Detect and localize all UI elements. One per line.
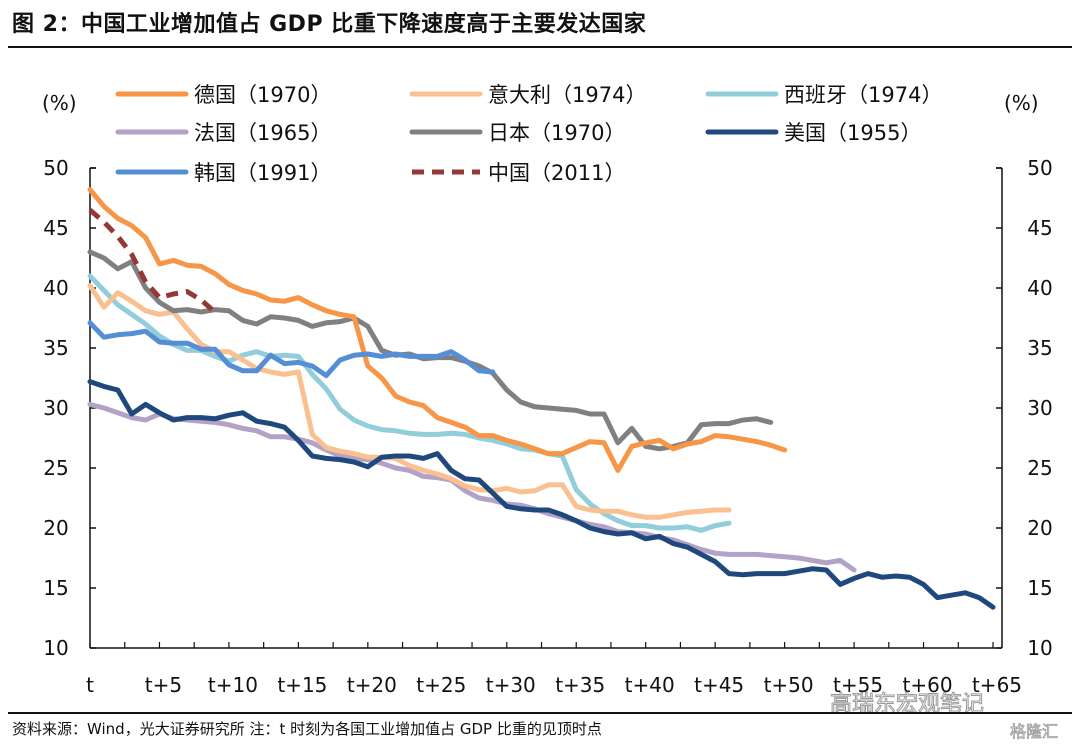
legend-label: 西班牙（1974） — [784, 83, 942, 107]
x-tick-label: t+60 — [903, 673, 953, 697]
y-tick-label-left: 35 — [43, 336, 68, 360]
y-tick-label-left: 40 — [43, 276, 68, 300]
legend-label: 中国（2011） — [488, 161, 625, 185]
series-line-7 — [88, 208, 217, 314]
chart-title: 图 2：中国工业增加值占 GDP 比重下降速度高于主要发达国家 — [12, 12, 647, 37]
y-axis-left-label: (%) — [42, 91, 77, 115]
y-tick-label-right: 40 — [1027, 276, 1052, 300]
y-tick-label-left: 50 — [43, 156, 68, 180]
x-tick-label: t+25 — [416, 673, 466, 697]
y-tick-label-right: 50 — [1027, 156, 1052, 180]
x-tick-label: t+40 — [625, 673, 675, 697]
y-tick-label-right: 45 — [1027, 216, 1052, 240]
gelonghui-watermark: 格隆汇 — [1010, 722, 1059, 742]
x-tick-label: t+5 — [145, 673, 182, 697]
y-tick-label-left: 25 — [43, 456, 68, 480]
source-note: 资料来源：Wind，光大证券研究所 注：t 时刻为各国工业增加值占 GDP 比重… — [12, 720, 602, 738]
x-tick-label: t+65 — [972, 673, 1022, 697]
axes: 10 10 15 15 20 20 25 25 30 30 35 35 40 40 45 45 50 50 t t+5… — [43, 156, 1052, 697]
y-tick-label-right: 10 — [1027, 636, 1052, 660]
series-line-1 — [87, 283, 732, 520]
series-line-2 — [87, 273, 732, 533]
y-tick-label-left: 10 — [43, 636, 68, 660]
title-divider — [8, 46, 1072, 48]
legend-label: 日本（1970） — [488, 121, 625, 145]
series-group — [87, 187, 996, 610]
x-tick-label: t+55 — [833, 673, 883, 697]
legend-label: 法国（1965） — [194, 121, 331, 145]
legend-label: 意大利（1974） — [488, 83, 646, 107]
y-tick-label-left: 20 — [43, 516, 68, 540]
x-tick-label: t+35 — [555, 673, 605, 697]
legend-label: 德国（1970） — [194, 83, 331, 107]
y-tick-label-right: 15 — [1027, 576, 1052, 600]
y-tick-label-right: 20 — [1027, 516, 1052, 540]
x-tick-label: t+30 — [486, 673, 536, 697]
y-tick-label-right: 30 — [1027, 396, 1052, 420]
legend: 德国（1970） 意大利（1974） 西班牙（1974） 法国（1965） 日本（197… — [115, 83, 942, 185]
x-tick-label: t+10 — [208, 673, 258, 697]
x-tick-label: t — [86, 673, 94, 697]
x-tick-label: t+20 — [347, 673, 397, 697]
series-line-5 — [87, 379, 996, 610]
y-tick-label-left: 15 — [43, 576, 68, 600]
legend-label: 美国（1955） — [784, 121, 921, 145]
y-tick-label-right: 25 — [1027, 456, 1052, 480]
series-line-3 — [87, 401, 857, 573]
x-tick-label: t+50 — [764, 673, 814, 697]
series-line-6 — [87, 320, 496, 379]
legend-label: 韩国（1991） — [194, 161, 331, 185]
y-tick-label-left: 45 — [43, 216, 68, 240]
x-tick-label: t+45 — [694, 673, 744, 697]
footer-divider — [8, 712, 1072, 714]
x-tick-label: t+15 — [277, 673, 327, 697]
y-axis-right-label: (%) — [1004, 91, 1039, 115]
y-tick-label-left: 30 — [43, 396, 68, 420]
y-tick-label-right: 35 — [1027, 336, 1052, 360]
series-line-0 — [87, 187, 788, 473]
